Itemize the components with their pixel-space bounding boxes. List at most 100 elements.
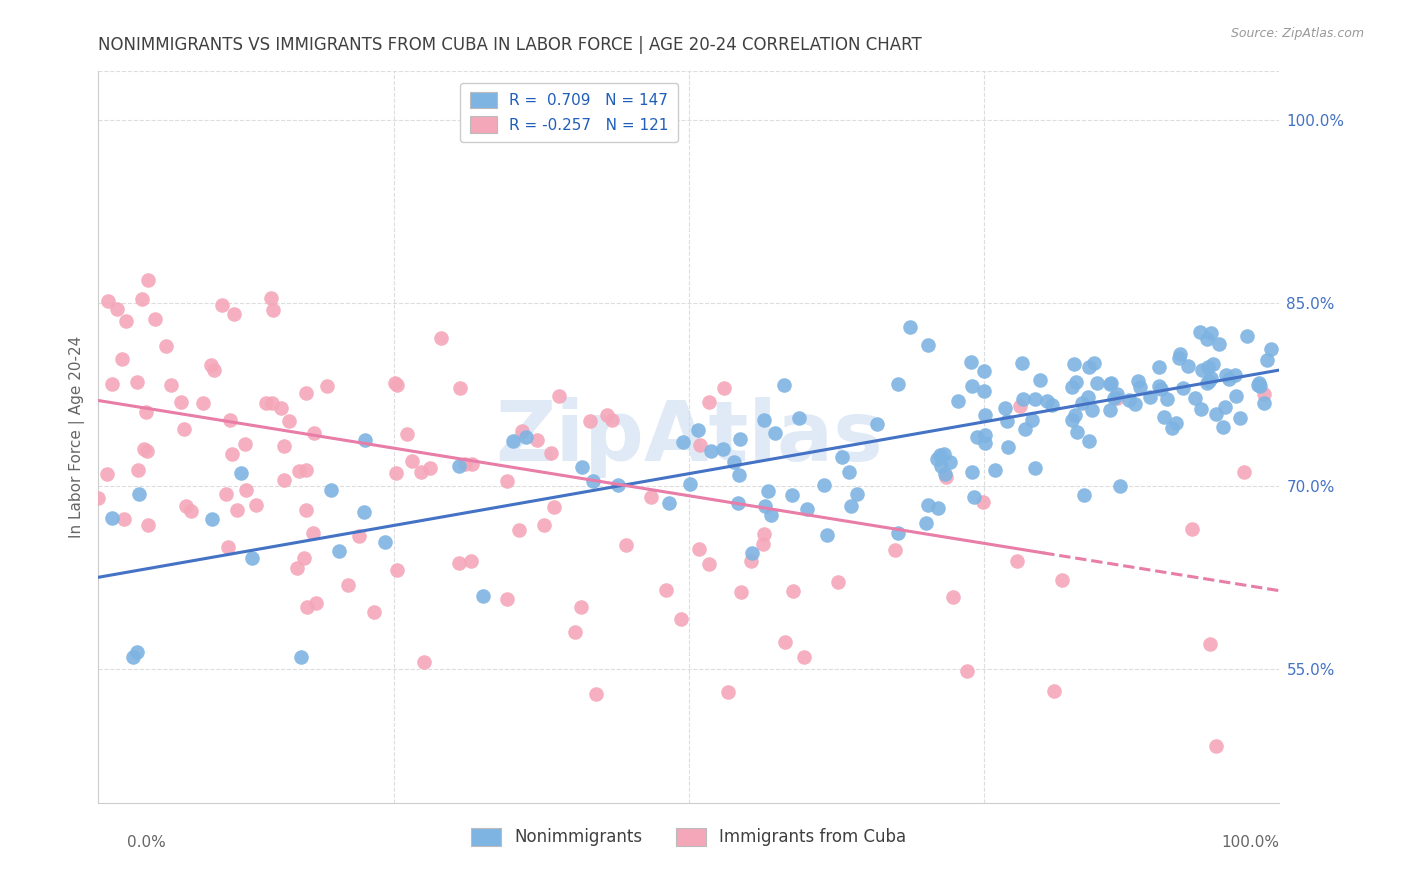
- Point: [699, 395, 721, 409]
- Point: [285, 561, 308, 575]
- Point: [1107, 391, 1129, 405]
- Point: [717, 684, 740, 698]
- Point: [1070, 396, 1092, 410]
- Point: [449, 458, 471, 473]
- Point: [1066, 425, 1088, 439]
- Point: [927, 501, 949, 516]
- Point: [973, 364, 995, 378]
- Point: [385, 563, 408, 577]
- Point: [295, 502, 318, 516]
- Point: [1007, 554, 1029, 568]
- Point: [1177, 359, 1199, 373]
- Point: [917, 498, 939, 512]
- Point: [959, 355, 981, 369]
- Point: [1181, 521, 1204, 535]
- Point: [217, 541, 239, 555]
- Point: [97, 293, 120, 308]
- Point: [1123, 397, 1146, 411]
- Point: [571, 460, 593, 475]
- Point: [1236, 329, 1258, 343]
- Point: [1083, 356, 1105, 370]
- Point: [960, 378, 983, 392]
- Point: [658, 495, 681, 509]
- Point: [723, 454, 745, 468]
- Point: [672, 435, 695, 450]
- Point: [202, 363, 225, 377]
- Point: [384, 376, 406, 391]
- Point: [730, 585, 752, 599]
- Point: [1050, 573, 1073, 587]
- Point: [1081, 403, 1104, 417]
- Point: [688, 541, 710, 556]
- Point: [1153, 410, 1175, 425]
- Point: [1040, 398, 1063, 412]
- Point: [713, 381, 735, 395]
- Point: [245, 498, 267, 512]
- Point: [1029, 373, 1052, 387]
- Point: [679, 476, 702, 491]
- Point: [754, 500, 776, 514]
- Point: [495, 475, 517, 489]
- Point: [1036, 394, 1059, 409]
- Point: [170, 395, 193, 409]
- Point: [526, 433, 548, 447]
- Point: [689, 438, 711, 452]
- Point: [655, 582, 678, 597]
- Point: [1010, 399, 1032, 413]
- Point: [1225, 389, 1247, 403]
- Point: [993, 401, 1015, 416]
- Point: [96, 467, 118, 481]
- Point: [180, 503, 202, 517]
- Point: [353, 506, 375, 520]
- Point: [131, 292, 153, 306]
- Point: [728, 467, 751, 482]
- Point: [1126, 374, 1149, 388]
- Point: [132, 442, 155, 456]
- Point: [845, 487, 868, 501]
- Point: [385, 466, 408, 480]
- Point: [773, 377, 796, 392]
- Point: [773, 635, 796, 649]
- Point: [914, 516, 936, 530]
- Point: [114, 314, 136, 328]
- Point: [218, 413, 240, 427]
- Point: [751, 536, 773, 550]
- Point: [100, 377, 122, 392]
- Point: [569, 600, 592, 615]
- Point: [900, 320, 922, 334]
- Point: [136, 273, 159, 287]
- Point: [929, 458, 952, 473]
- Text: ZipAtlas: ZipAtlas: [495, 397, 883, 477]
- Point: [295, 463, 318, 477]
- Point: [385, 377, 408, 392]
- Point: [200, 358, 222, 372]
- Point: [449, 381, 471, 395]
- Point: [984, 463, 1007, 477]
- Point: [328, 543, 350, 558]
- Point: [1229, 411, 1251, 425]
- Point: [1160, 421, 1182, 435]
- Point: [135, 405, 157, 419]
- Point: [1253, 386, 1275, 401]
- Point: [1063, 408, 1085, 422]
- Point: [262, 303, 284, 318]
- Point: [221, 447, 243, 461]
- Point: [495, 591, 517, 606]
- Point: [1212, 420, 1234, 434]
- Point: [1247, 376, 1270, 391]
- Point: [533, 518, 555, 533]
- Point: [1247, 377, 1270, 392]
- Point: [193, 396, 215, 410]
- Text: NONIMMIGRANTS VS IMMIGRANTS FROM CUBA IN LABOR FORCE | AGE 20-24 CORRELATION CHA: NONIMMIGRANTS VS IMMIGRANTS FROM CUBA IN…: [98, 36, 922, 54]
- Point: [395, 427, 418, 442]
- Point: [1256, 352, 1278, 367]
- Point: [763, 425, 786, 440]
- Point: [1197, 360, 1219, 375]
- Point: [1021, 413, 1043, 427]
- Point: [1188, 325, 1211, 339]
- Point: [1249, 379, 1271, 393]
- Point: [127, 463, 149, 477]
- Point: [508, 523, 530, 537]
- Point: [932, 447, 955, 461]
- Point: [1260, 342, 1282, 356]
